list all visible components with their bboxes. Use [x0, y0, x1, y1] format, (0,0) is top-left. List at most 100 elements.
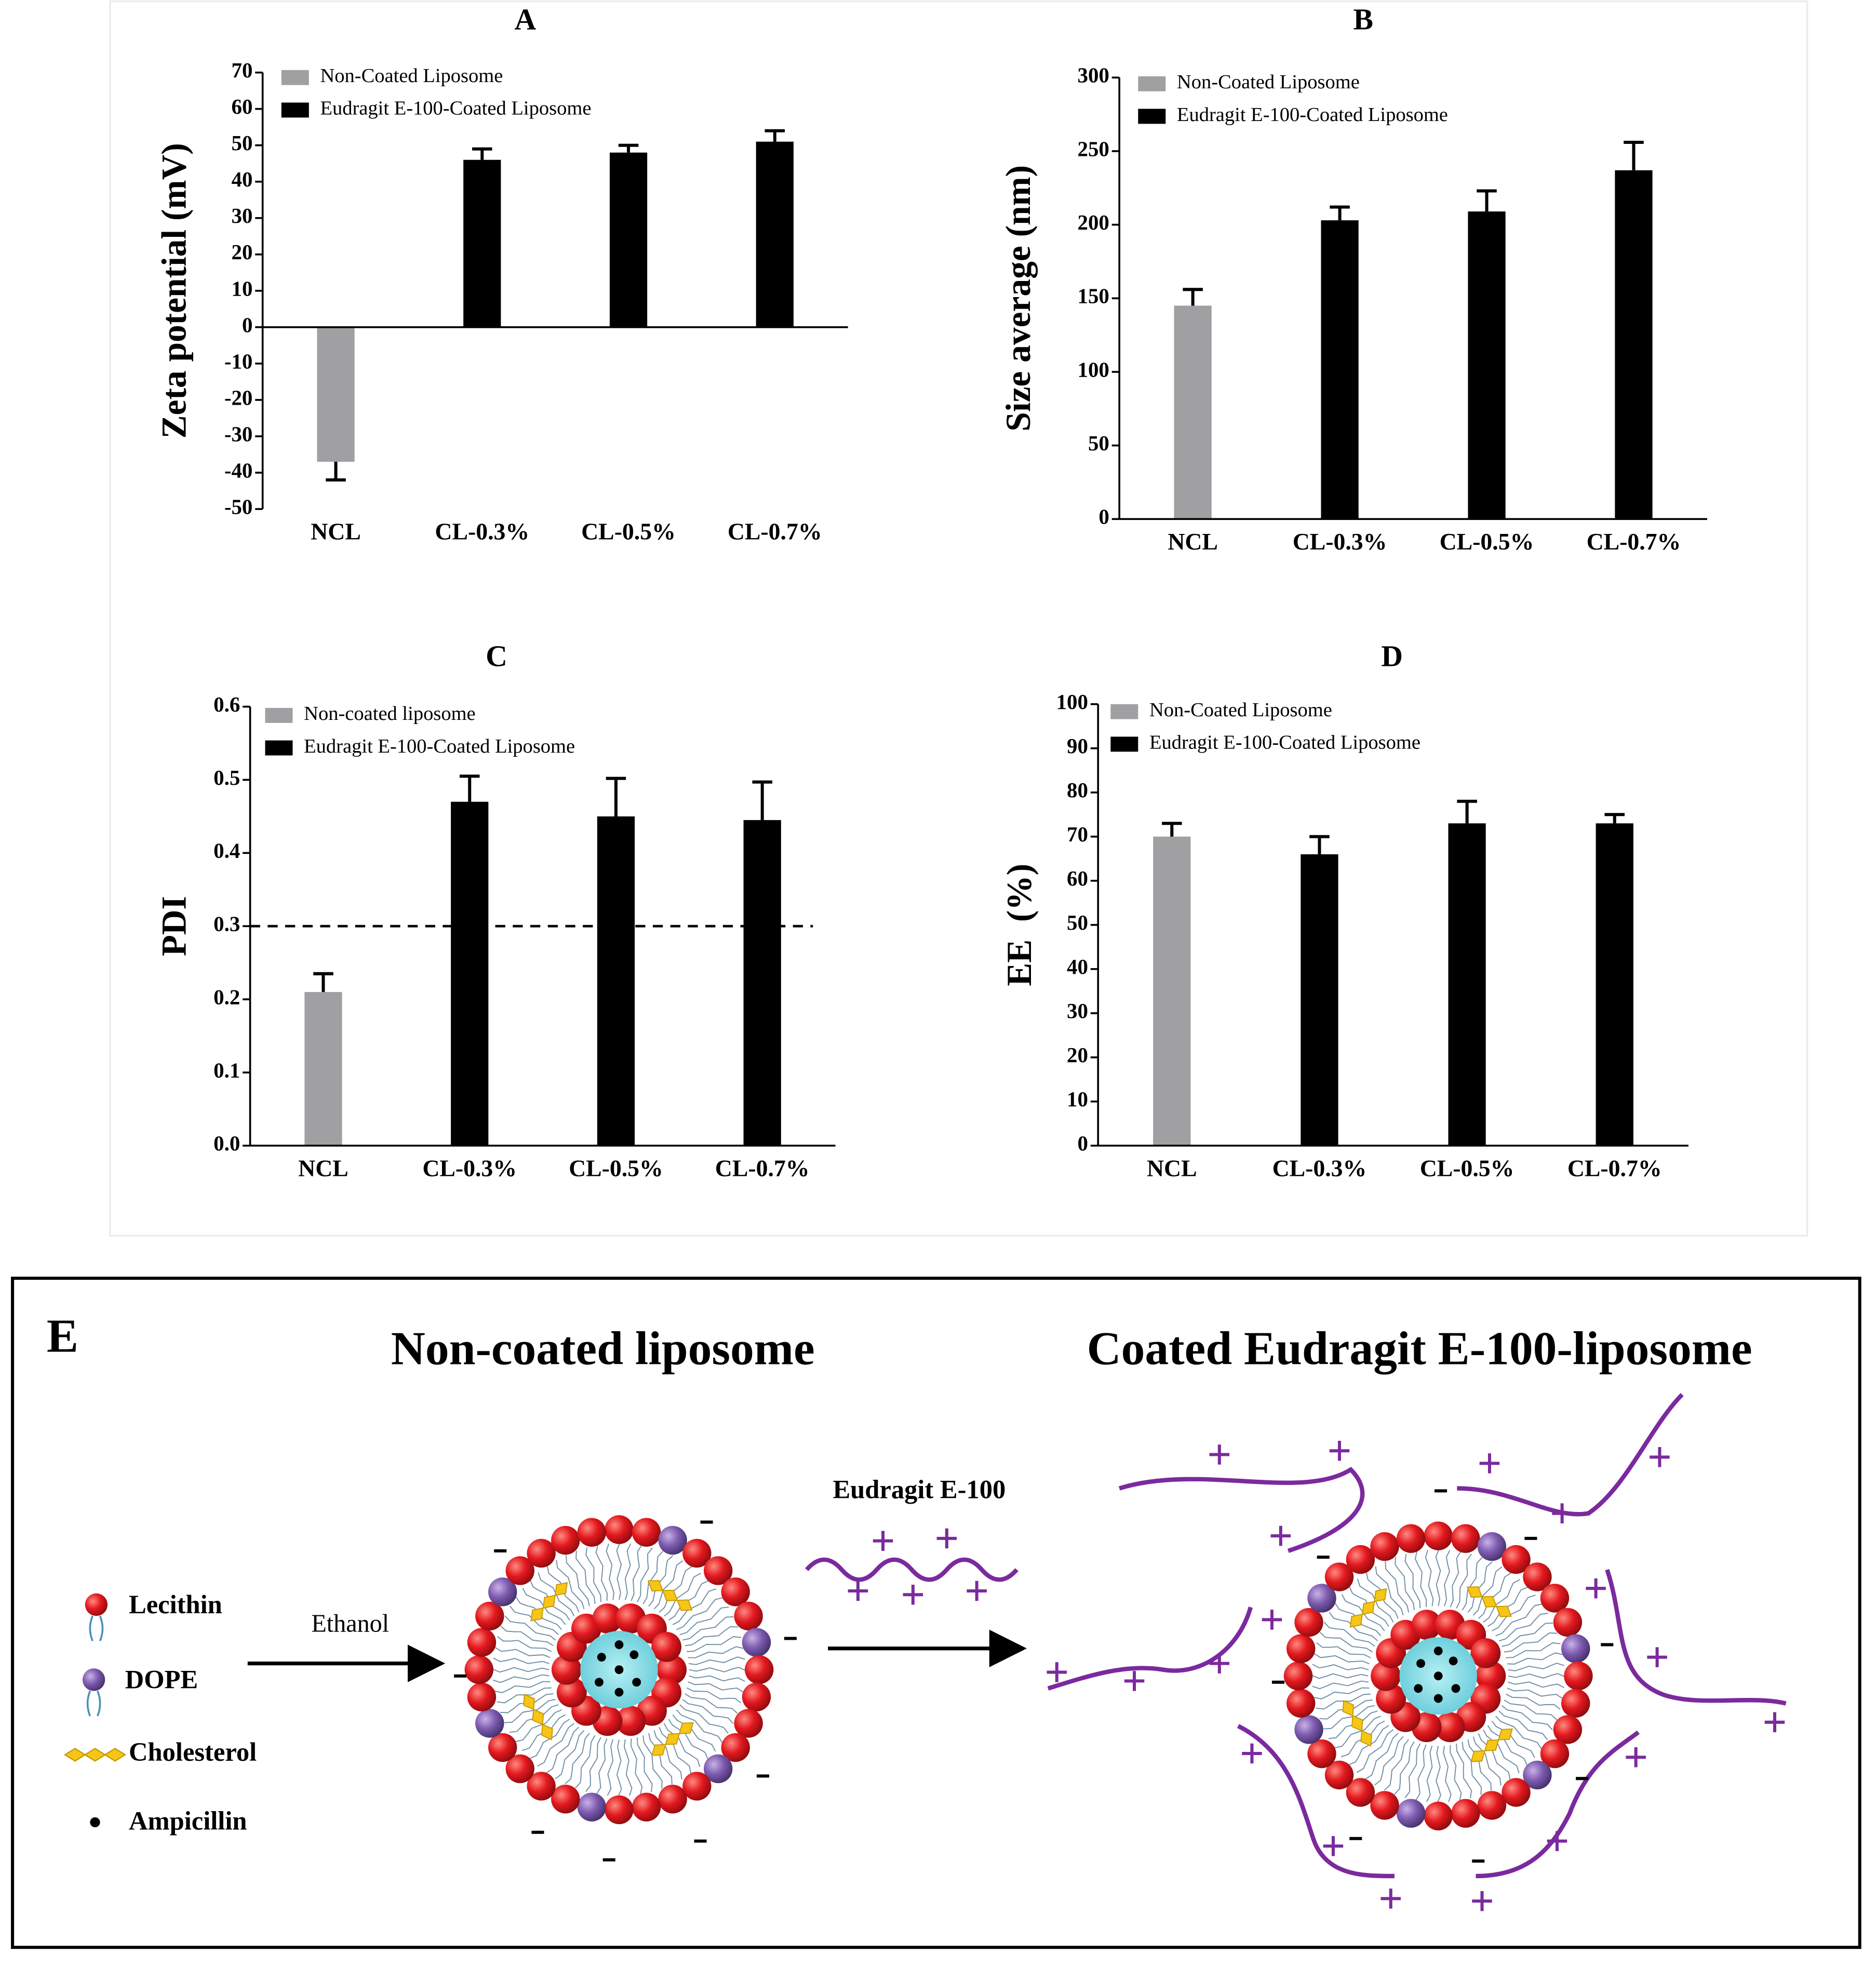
lipid-head	[1553, 1608, 1583, 1637]
chart-title: A	[514, 3, 536, 36]
bar	[1615, 170, 1653, 519]
lipid-head	[577, 1792, 607, 1822]
lipid-head	[1346, 1545, 1375, 1574]
y-tick-label: 250	[1078, 137, 1109, 160]
y-tick-label: 100	[1056, 690, 1088, 714]
lipid-head	[703, 1556, 733, 1585]
lipid-tail	[676, 1597, 723, 1630]
lipid-tail	[631, 1545, 642, 1601]
bar	[743, 820, 781, 1146]
lipid-head	[632, 1792, 661, 1822]
plus-sign	[848, 1581, 868, 1601]
lipid-tail	[574, 1735, 596, 1789]
bar	[1468, 211, 1506, 519]
lipid-head	[1286, 1689, 1316, 1718]
dope-icon	[82, 1668, 105, 1691]
legend-label: Eudragit E-100-Coated Liposome	[320, 98, 591, 119]
y-tick-label: 0.2	[213, 985, 240, 1009]
y-tick-label: 0.5	[213, 766, 240, 789]
drug	[614, 1640, 624, 1649]
step-label: Ethanol	[311, 1610, 389, 1637]
y-tick-label: -40	[224, 459, 253, 482]
legend-icons	[63, 1593, 127, 1828]
lipid-tail	[682, 1698, 734, 1724]
inner-head	[1376, 1683, 1406, 1714]
lipid-tail	[1450, 1745, 1462, 1801]
lipid-tail	[679, 1704, 729, 1734]
lipid-tail	[685, 1693, 738, 1714]
inner-head	[556, 1677, 587, 1708]
lipid-tail	[1508, 1673, 1565, 1679]
drug	[1451, 1684, 1460, 1693]
lipid-tail	[648, 1555, 674, 1606]
lipid-head	[1523, 1562, 1552, 1591]
lipid-tail	[1483, 1579, 1520, 1623]
lipid-tail	[546, 1726, 580, 1774]
lipid-tail	[1316, 1642, 1371, 1658]
lipid-tail	[1498, 1710, 1548, 1740]
lipid-head	[1396, 1799, 1426, 1828]
cholesterol	[523, 1693, 553, 1741]
lipid-tail	[1436, 1746, 1441, 1803]
bar	[304, 992, 342, 1146]
y-tick-label: 100	[1078, 358, 1109, 381]
lipid-tail	[1478, 1733, 1511, 1780]
lipid-tail	[1498, 1613, 1548, 1642]
error-bar	[1457, 799, 1477, 824]
plus-sign	[1547, 1831, 1567, 1851]
right-title: Coated Eudragit E-100-liposome	[1087, 1321, 1752, 1374]
lipid-tail	[1462, 1557, 1483, 1611]
legend-label: Eudragit E-100-Coated Liposome	[1177, 104, 1448, 126]
y-axis-label: Size average (nm)	[999, 165, 1038, 432]
bar	[597, 816, 635, 1146]
lipid-tail	[623, 1739, 633, 1796]
lipid-head	[505, 1754, 534, 1784]
error-bar	[1604, 813, 1625, 824]
lipid-head	[467, 1682, 497, 1711]
lipid-head	[577, 1518, 607, 1547]
plus-sign	[1586, 1578, 1606, 1599]
y-tick-label: 30	[231, 204, 252, 227]
y-tick-label: 0.4	[213, 839, 240, 863]
bar	[1153, 836, 1191, 1146]
panel-label: E	[47, 1309, 78, 1362]
lipid-tail	[1404, 1554, 1421, 1609]
lipid-head	[744, 1655, 774, 1684]
legend-swatch	[1110, 737, 1138, 752]
lipid-tail	[504, 1698, 556, 1723]
lipid-head	[527, 1538, 556, 1568]
drug	[1433, 1694, 1443, 1703]
polymer	[1047, 1606, 1253, 1691]
plus-sign	[1381, 1889, 1401, 1909]
lipid-tail	[1508, 1681, 1564, 1688]
x-tick-label: CL-0.5%	[1440, 528, 1534, 555]
error-bar	[1183, 288, 1203, 306]
cholesterol	[651, 1722, 694, 1756]
lipid-tail	[1385, 1561, 1410, 1613]
lipid-tail	[1395, 1557, 1415, 1611]
x-tick-label: CL-0.3%	[1272, 1155, 1367, 1181]
y-tick-label: 0	[242, 313, 252, 337]
lipid-head	[1540, 1584, 1570, 1613]
lipid-tail	[672, 1588, 717, 1625]
lipid-head	[1502, 1778, 1531, 1807]
lipid-tail	[689, 1656, 745, 1665]
chart-title: D	[1381, 639, 1403, 673]
error-bar	[459, 774, 480, 802]
plus-sign	[1650, 1447, 1670, 1467]
plus-sign	[1647, 1647, 1667, 1667]
lipid-head	[464, 1655, 493, 1684]
lipid-tail	[1472, 1736, 1502, 1786]
y-tick-label: 60	[1067, 867, 1088, 890]
lipid-tail	[1456, 1554, 1472, 1609]
cholesterol-icon	[63, 1747, 127, 1762]
y-tick-label: 40	[231, 168, 252, 191]
left-title: Non-coated liposome	[391, 1321, 815, 1374]
bar	[756, 141, 794, 327]
lipid-tail	[1508, 1663, 1564, 1671]
y-tick-label: 0	[1098, 505, 1109, 529]
lipid-head	[658, 1525, 687, 1555]
drug	[614, 1665, 624, 1675]
lipid-tail	[1314, 1687, 1370, 1700]
y-tick-label: 0	[1077, 1132, 1088, 1155]
